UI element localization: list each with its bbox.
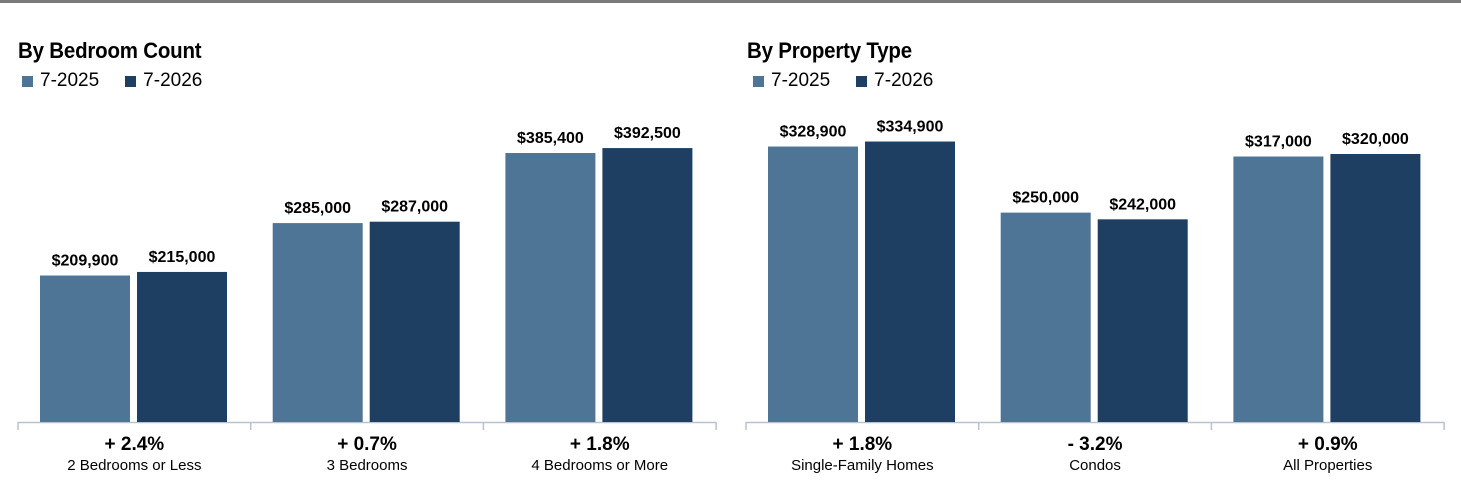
bar-prior <box>272 223 363 422</box>
legend-label-current: 7-2026 <box>874 70 934 91</box>
legend-swatch-current <box>125 75 137 87</box>
category-label: 3 Bedrooms <box>327 457 408 474</box>
legend-item-current: 7-2026 <box>125 70 202 92</box>
bar-prior <box>1000 212 1091 422</box>
change-percent-label: + 0.9% <box>1298 434 1358 455</box>
bar-current <box>369 221 460 422</box>
property-type-bar-chart: $328,900 $334,900 + 1.8% Single-Family Home… <box>745 119 1445 474</box>
category-label: 4 Bedrooms or More <box>531 457 668 474</box>
bar-prior <box>768 146 858 422</box>
bar-value-label: $242,000 <box>1109 196 1176 213</box>
bar-value-label: $385,400 <box>517 130 584 147</box>
bar-value-label: $287,000 <box>381 199 448 216</box>
change-percent-label: - 3.2% <box>1068 434 1123 455</box>
bar-current <box>865 141 955 423</box>
category-label: 2 Bedrooms or Less <box>67 457 201 474</box>
bar-value-label: $209,900 <box>52 253 119 270</box>
bedroom-count-panel: By Bedroom Count 7-2025 7-2026 $209,900 $… <box>0 0 730 492</box>
change-percent-label: + 0.7% <box>337 434 397 455</box>
change-percent-label: + 2.4% <box>105 434 165 455</box>
bar-current <box>1330 154 1421 422</box>
bar-current <box>1097 219 1188 422</box>
chart-legend: 7-2025 7-2026 <box>753 70 959 92</box>
change-percent-label: + 1.8% <box>570 434 630 455</box>
bar-value-label: $334,900 <box>877 119 944 136</box>
legend-item-current: 7-2026 <box>856 70 933 92</box>
bar-current <box>602 148 693 423</box>
legend-item-prior: 7-2025 <box>22 70 99 92</box>
bedroom-count-bar-chart: $209,900 $215,000 + 2.4% 2 Bedrooms or Less… <box>17 125 717 474</box>
top-divider-rule <box>0 0 1461 3</box>
category-label: Single-Family Homes <box>791 457 934 474</box>
bar-current <box>137 271 227 422</box>
bar-prior <box>40 275 130 422</box>
legend-swatch-prior <box>753 75 764 87</box>
legend-label-prior: 7-2025 <box>40 70 100 91</box>
bar-value-label: $392,500 <box>614 125 681 142</box>
bar-value-label: $285,000 <box>284 200 351 217</box>
bar-value-label: $328,900 <box>780 124 847 141</box>
category-label: Condos <box>1069 457 1121 474</box>
legend-swatch-prior <box>22 75 33 87</box>
legend-item-prior: 7-2025 <box>753 70 830 92</box>
chart-title: By Bedroom Count <box>18 38 202 63</box>
category-label: All Properties <box>1283 457 1372 474</box>
change-percent-label: + 1.8% <box>833 434 893 455</box>
bar-value-label: $215,000 <box>149 249 216 266</box>
legend-label-prior: 7-2025 <box>771 70 831 91</box>
chart-title: By Property Type <box>747 38 912 63</box>
bar-value-label: $320,000 <box>1342 131 1409 148</box>
legend-label-current: 7-2026 <box>143 70 203 91</box>
bar-prior <box>1233 156 1324 422</box>
bar-value-label: $317,000 <box>1245 134 1312 151</box>
chart-legend: 7-2025 7-2026 <box>22 70 228 92</box>
property-type-panel: By Property Type 7-2025 7-2026 $328,900 $… <box>730 0 1461 492</box>
bar-value-label: $250,000 <box>1012 190 1079 207</box>
legend-swatch-current <box>856 75 868 87</box>
bar-prior <box>505 153 596 422</box>
